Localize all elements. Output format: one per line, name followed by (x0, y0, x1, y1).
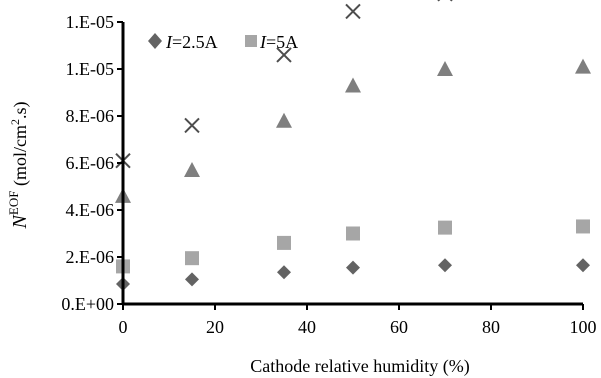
data-point-series-1 (576, 258, 590, 273)
plot-area (115, 0, 591, 292)
data-point-series-4 (437, 0, 453, 2)
x-tick-label: 60 (390, 317, 408, 337)
data-point-series-1 (346, 260, 360, 275)
y-tick-label: 4.E-06 (66, 200, 115, 220)
x-tick-label: 80 (482, 317, 500, 337)
legend-label-series-2: I=5A (259, 32, 298, 52)
y-tick-label: 2.E-06 (66, 247, 115, 267)
data-point-series-3 (437, 61, 453, 76)
y-tick-label: 1.E-05 (66, 59, 115, 79)
data-point-series-2 (576, 219, 590, 234)
data-point-series-2 (438, 220, 452, 235)
data-point-series-1 (185, 272, 199, 287)
data-point-series-2 (277, 235, 291, 250)
data-point-series-1 (438, 258, 452, 273)
x-tick-label: 100 (570, 317, 597, 337)
data-point-series-3 (575, 58, 591, 74)
legend: I=2.5A I=5A (148, 32, 298, 52)
x-tick-label: 40 (298, 317, 316, 337)
data-point-series-4 (276, 47, 292, 63)
data-point-series-4 (345, 3, 361, 20)
legend-marker-diamond (148, 33, 162, 49)
y-tick-label: 8.E-06 (66, 106, 115, 126)
x-axis-title: Cathode relative humidity (%) (250, 356, 469, 377)
y-tick-label: 6.E-06 (66, 153, 115, 173)
data-point-series-3 (184, 162, 200, 178)
data-point-series-4 (184, 117, 200, 134)
data-point-series-2 (185, 251, 199, 266)
y-axis-title: NEOF (mol/cm2.s) (6, 102, 31, 230)
y-tick-label: 0.E+00 (61, 294, 114, 314)
legend-marker-square (245, 35, 257, 47)
data-point-series-3 (276, 112, 292, 128)
y-tick-label: 1.E-05 (66, 12, 115, 32)
x-tick-label: 0 (119, 317, 128, 337)
legend-label-series-1: I=2.5A (165, 32, 218, 52)
data-point-series-1 (277, 265, 291, 280)
data-point-series-3 (345, 77, 361, 93)
data-point-series-2 (346, 226, 360, 241)
x-tick-label: 20 (206, 317, 224, 337)
axes: 0.E+00 2.E-06 4.E-06 6.E-06 8.E-06 1.E-05 1.E-… (61, 12, 597, 337)
